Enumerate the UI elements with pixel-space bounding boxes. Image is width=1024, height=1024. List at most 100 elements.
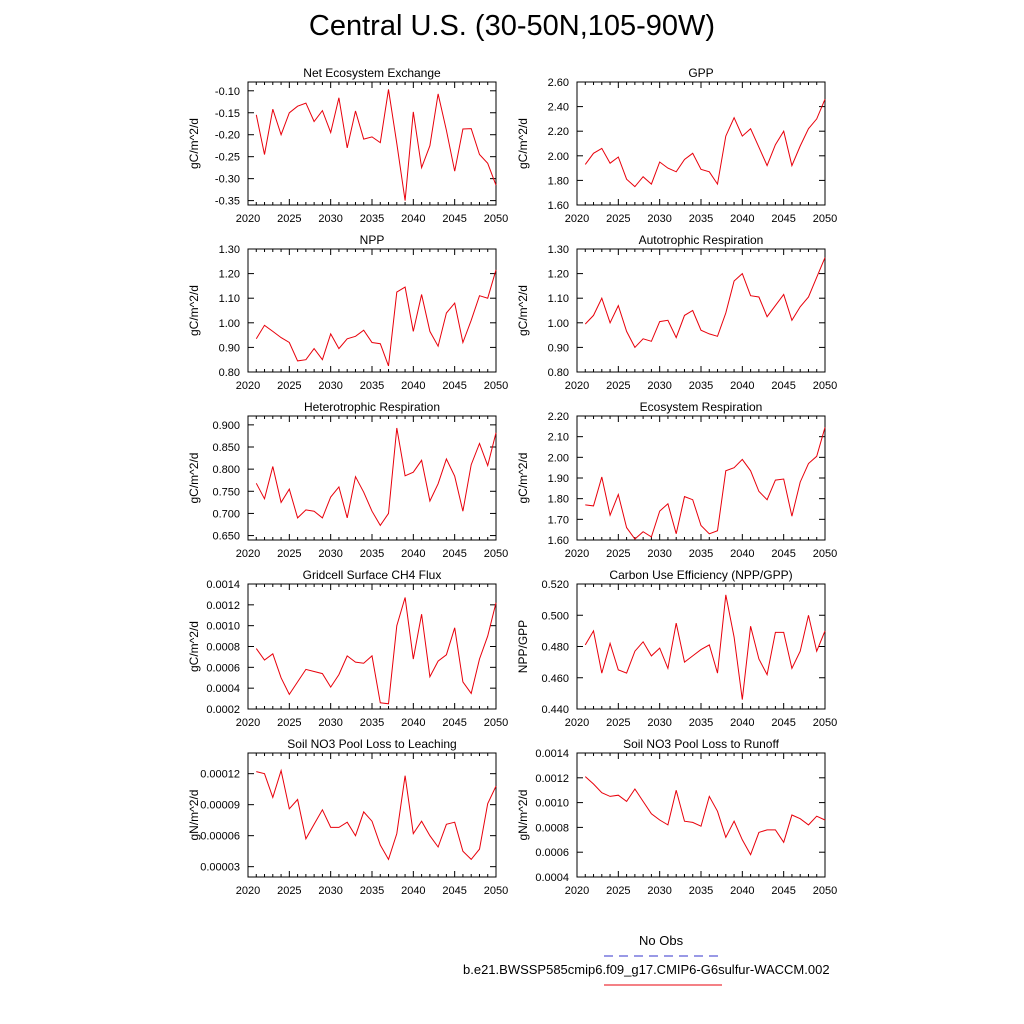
x-tick-label: 2050 xyxy=(484,380,508,392)
plot-frame xyxy=(247,248,497,373)
y-axis-label: gC/m^2/d xyxy=(516,285,530,336)
y-axis-label: gN/m^2/d xyxy=(187,790,201,841)
series-line xyxy=(584,776,826,856)
y-tick-label: 0.90 xyxy=(219,342,240,354)
y-tick-label: 0.0004 xyxy=(535,872,569,884)
plot-frame xyxy=(247,752,497,878)
x-tick-label: 2035 xyxy=(689,885,713,897)
x-tick-label: 2020 xyxy=(565,213,589,225)
y-tick-label: 1.70 xyxy=(548,514,569,526)
x-tick-label: 2030 xyxy=(647,885,671,897)
x-tick-label: 2030 xyxy=(318,717,342,729)
y-tick-label: 1.20 xyxy=(548,269,569,281)
x-tick-label: 2025 xyxy=(606,380,630,392)
x-tick-label: 2030 xyxy=(318,380,342,392)
x-tick-label: 2035 xyxy=(360,213,384,225)
y-tick-label: 0.520 xyxy=(541,579,569,591)
y-tick-label: 0.0014 xyxy=(206,579,240,591)
y-tick-label: 0.800 xyxy=(212,464,240,476)
y-tick-label: 1.60 xyxy=(548,535,569,547)
y-tick-label: 1.00 xyxy=(219,318,240,330)
x-tick-label: 2050 xyxy=(813,380,837,392)
x-tick-label: 2020 xyxy=(565,885,589,897)
y-tick-label: 0.80 xyxy=(219,367,240,379)
x-tick-label: 2040 xyxy=(401,380,425,392)
x-tick-label: 2040 xyxy=(401,213,425,225)
x-tick-label: 2040 xyxy=(730,885,754,897)
plot-frame xyxy=(576,752,826,878)
x-tick-label: 2030 xyxy=(647,213,671,225)
x-tick-label: 2030 xyxy=(318,213,342,225)
y-axis-label: gC/m^2/d xyxy=(516,453,530,504)
y-tick-label: 0.0008 xyxy=(535,822,569,834)
y-tick-label: 0.850 xyxy=(212,442,240,454)
x-tick-label: 2020 xyxy=(236,885,260,897)
x-tick-label: 2045 xyxy=(442,213,466,225)
y-tick-label: 0.0010 xyxy=(206,621,240,633)
chart-title: Carbon Use Efficiency (NPP/GPP) xyxy=(609,568,792,582)
x-tick-label: 2045 xyxy=(771,717,795,729)
x-tick-label: 2020 xyxy=(236,380,260,392)
y-tick-label: -0.10 xyxy=(215,86,240,98)
x-tick-label: 2025 xyxy=(606,717,630,729)
plot-frame xyxy=(247,583,497,710)
chart-title: Soil NO3 Pool Loss to Leaching xyxy=(287,737,456,751)
chart-title: Ecosystem Respiration xyxy=(640,400,763,414)
x-tick-label: 2040 xyxy=(730,717,754,729)
x-tick-label: 2025 xyxy=(606,885,630,897)
x-tick-label: 2045 xyxy=(771,380,795,392)
x-tick-label: 2035 xyxy=(689,380,713,392)
y-tick-label: 0.90 xyxy=(548,342,569,354)
chart-title: Gridcell Surface CH4 Flux xyxy=(303,568,442,582)
y-tick-label: 1.30 xyxy=(219,244,240,256)
y-tick-label: -0.30 xyxy=(215,174,240,186)
y-tick-label: 0.00012 xyxy=(200,769,240,781)
y-axis-label: gC/m^2/d xyxy=(187,621,201,672)
chart-title: NPP xyxy=(360,233,385,247)
y-tick-label: 0.650 xyxy=(212,531,240,543)
y-tick-label: 2.00 xyxy=(548,151,569,163)
y-axis-label: gC/m^2/d xyxy=(187,285,201,336)
x-tick-label: 2030 xyxy=(647,380,671,392)
y-tick-label: -0.20 xyxy=(215,130,240,142)
legend-model-label: b.e21.BWSSP585cmip6.f09_g17.CMIP6-G6sulf… xyxy=(463,962,830,977)
x-tick-label: 2025 xyxy=(277,380,301,392)
x-tick-label: 2045 xyxy=(442,717,466,729)
series-line xyxy=(256,768,497,861)
x-tick-label: 2045 xyxy=(442,380,466,392)
y-tick-label: 0.0004 xyxy=(206,683,240,695)
y-tick-label: 2.40 xyxy=(548,102,569,114)
y-tick-label: 0.900 xyxy=(212,420,240,432)
series-line xyxy=(584,257,826,349)
y-tick-label: 0.700 xyxy=(212,508,240,520)
y-tick-label: 0.0014 xyxy=(535,748,569,760)
x-tick-label: 2045 xyxy=(442,885,466,897)
x-tick-label: 2025 xyxy=(277,548,301,560)
y-tick-label: 0.00009 xyxy=(200,800,240,812)
x-tick-label: 2020 xyxy=(565,717,589,729)
y-axis-label: gC/m^2/d xyxy=(187,118,201,169)
y-tick-label: 0.480 xyxy=(541,642,569,654)
y-axis-label: gN/m^2/d xyxy=(516,790,530,841)
plot-frame xyxy=(247,415,497,541)
x-tick-label: 2030 xyxy=(318,548,342,560)
x-tick-label: 2050 xyxy=(484,213,508,225)
x-tick-label: 2040 xyxy=(730,380,754,392)
x-tick-label: 2040 xyxy=(730,548,754,560)
chart-title: GPP xyxy=(688,66,713,80)
series-line xyxy=(255,597,497,705)
plot-frame xyxy=(576,415,826,541)
x-tick-label: 2050 xyxy=(484,885,508,897)
y-tick-label: 1.20 xyxy=(219,269,240,281)
chart-title: Net Ecosystem Exchange xyxy=(303,66,441,80)
series-line xyxy=(255,427,497,527)
x-tick-label: 2030 xyxy=(318,885,342,897)
x-tick-label: 2025 xyxy=(606,213,630,225)
series-line xyxy=(584,99,826,188)
x-tick-label: 2050 xyxy=(813,885,837,897)
x-tick-label: 2025 xyxy=(277,885,301,897)
plot-frame xyxy=(247,81,497,206)
series-line xyxy=(585,427,826,540)
y-tick-label: 0.500 xyxy=(541,610,569,622)
